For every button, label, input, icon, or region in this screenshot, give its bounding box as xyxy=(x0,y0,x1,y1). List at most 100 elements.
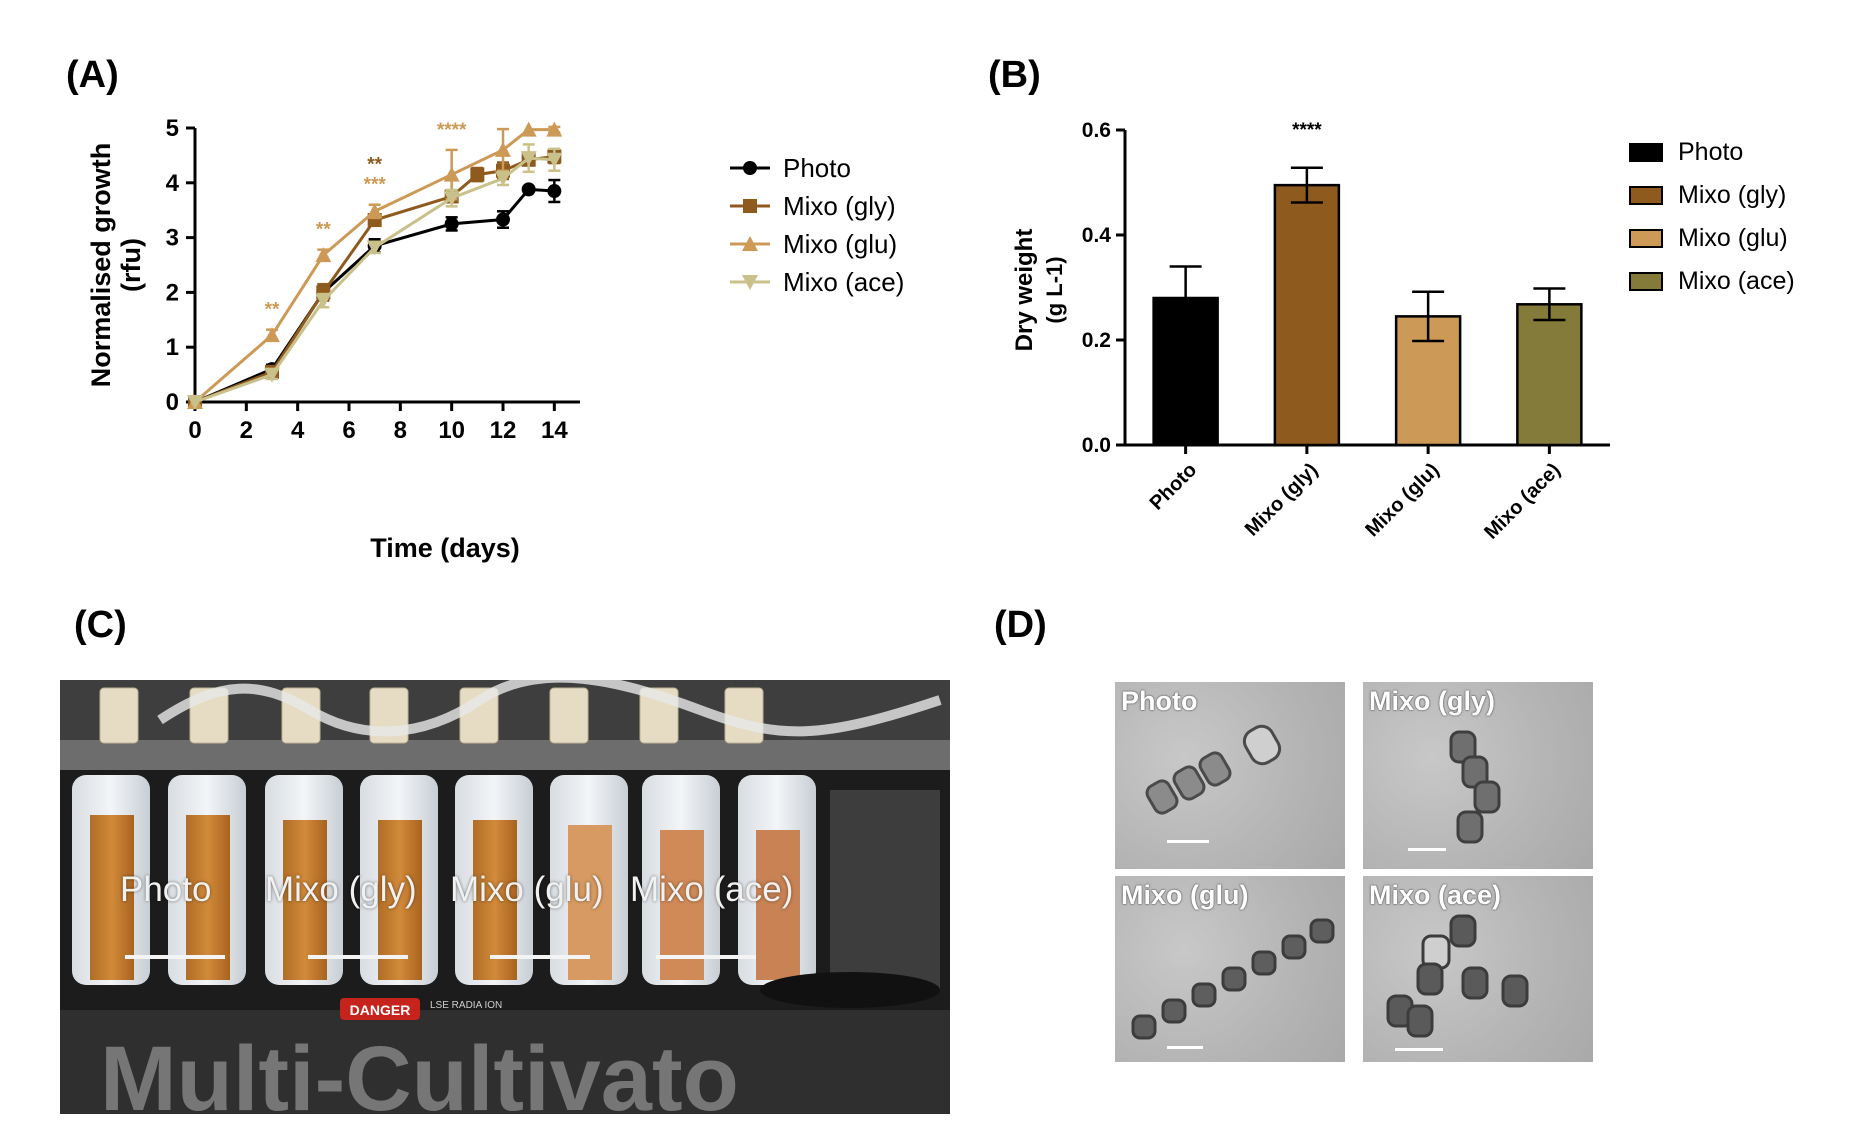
micrograph-label-photo: Photo xyxy=(1121,686,1198,716)
micrograph-photo: Photo xyxy=(1115,682,1345,869)
growth-y-tick-label: 0 xyxy=(166,389,179,416)
growth-data-point xyxy=(470,167,485,182)
dry-weight-legend-label: Mixo (ace) xyxy=(1678,267,1795,295)
growth-x-tick-label: 2 xyxy=(240,417,253,444)
growth-ylabel-line: Normalised growth xyxy=(86,143,116,388)
growth-significance-label: ** xyxy=(444,110,459,121)
micrograph-glu: Mixo (glu) xyxy=(1115,876,1345,1062)
micrograph-scalebar-glu xyxy=(1167,1046,1203,1049)
growth-data-point xyxy=(315,293,332,309)
growth-legend-label: Mixo (ace) xyxy=(783,267,904,297)
growth-data-point xyxy=(521,182,536,197)
dry-weight-legend-swatch xyxy=(1629,186,1663,205)
dry-weight-ylabel-unit: (g L-1) xyxy=(1042,256,1067,323)
growth-data-point xyxy=(366,240,383,256)
growth-ylabel-line: (rfu) xyxy=(116,238,146,292)
dry-weight-legend-swatch xyxy=(1629,143,1663,162)
growth-chart-legend: Photo Mixo (gly) Mixo (glu) Mixo (ace) xyxy=(730,153,904,297)
dry-weight-significance-label: **** xyxy=(1292,120,1322,141)
growth-x-tick-label: 10 xyxy=(438,417,465,444)
growth-data-point xyxy=(444,216,459,231)
dry-weight-x-tick-label: Mixo (gly) xyxy=(1241,459,1323,541)
dry-weight-bar xyxy=(1273,183,1341,447)
growth-y-tick-label: 2 xyxy=(166,279,179,306)
panel-label-d: (D) xyxy=(994,604,1047,646)
growth-x-tick-label: 12 xyxy=(490,417,517,444)
growth-x-tick-label: 14 xyxy=(541,417,568,444)
growth-y-tick-label: 4 xyxy=(166,170,180,197)
tube-label-photo: Photo xyxy=(120,870,212,909)
growth-legend-marker xyxy=(743,161,757,175)
growth-data-point xyxy=(264,367,280,383)
cultivator-watermark: Multi-Cultivato xyxy=(100,1028,739,1114)
growth-legend-marker xyxy=(743,199,757,213)
dry-weight-legend: Photo Mixo (gly) Mixo (glu) Mixo (ace) xyxy=(1629,138,1795,295)
danger-small-print: LSE RADIA ION xyxy=(430,1000,502,1011)
growth-x-tick-label: 6 xyxy=(342,417,355,444)
growth-data-point xyxy=(546,152,563,168)
growth-data-point xyxy=(496,212,510,227)
micrograph-label-gly: Mixo (gly) xyxy=(1369,686,1495,716)
dry-weight-bars: **** xyxy=(1152,120,1583,447)
growth-y-tick-label: 3 xyxy=(166,225,179,252)
growth-series-line xyxy=(194,156,555,404)
dry-weight-x-tick-label: Mixo (glu) xyxy=(1361,459,1443,541)
growth-data-point xyxy=(187,395,203,410)
growth-data-point xyxy=(366,203,383,219)
growth-significance-label: ** xyxy=(367,155,382,176)
growth-data-point xyxy=(547,184,562,199)
micrograph-scalebar-photo xyxy=(1167,840,1209,843)
growth-legend-label: Mixo (gly) xyxy=(783,191,896,221)
growth-data-point xyxy=(520,151,537,167)
growth-legend-label: Mixo (glu) xyxy=(783,229,897,259)
growth-significance-label: ** xyxy=(316,220,331,241)
dry-weight-legend-label: Mixo (glu) xyxy=(1678,224,1788,252)
micrograph-ace: Mixo (ace) xyxy=(1363,876,1593,1062)
tube-scale-bar-3 xyxy=(490,955,590,959)
panel-label-a: (A) xyxy=(66,54,119,96)
growth-data-point xyxy=(495,141,511,157)
dry-weight-legend-label: Photo xyxy=(1678,138,1743,166)
tube-label-gly: Mixo (gly) xyxy=(265,870,417,909)
growth-y-tick-label: 5 xyxy=(166,115,179,142)
growth-chart-series xyxy=(187,121,563,410)
growth-data-point xyxy=(315,247,332,263)
growth-y-tick-label: 1 xyxy=(166,334,179,361)
growth-x-tick-label: 0 xyxy=(188,417,201,444)
growth-chart-annotations: ********************** xyxy=(265,110,570,321)
growth-data-point xyxy=(264,327,280,343)
tube-scale-bar-4 xyxy=(656,955,756,959)
dry-weight-bar-chart: 0.0 0.2 0.4 0.6 Photo Mixo (gly) Mixo (glu) Mix… xyxy=(1011,119,1795,544)
dry-weight-legend-swatch xyxy=(1629,229,1663,248)
growth-data-point xyxy=(546,121,563,137)
dry-weight-x-tick-label: Mixo (ace) xyxy=(1480,459,1565,544)
micrograph-gly: Mixo (gly) xyxy=(1363,682,1593,869)
tube-scale-bar-1 xyxy=(125,955,225,959)
growth-data-point xyxy=(443,166,460,182)
growth-x-tick-label: 8 xyxy=(394,417,407,444)
tube-label-ace: Mixo (ace) xyxy=(630,870,794,909)
growth-significance-label: **** xyxy=(540,110,570,118)
dry-weight-legend-swatch xyxy=(1629,272,1663,291)
tube-scale-bar-2 xyxy=(308,955,408,959)
growth-data-point xyxy=(520,121,537,137)
micrograph-scalebar-gly xyxy=(1408,848,1446,851)
dry-weight-bar xyxy=(1516,303,1583,447)
dry-weight-legend-label: Mixo (gly) xyxy=(1678,181,1786,209)
growth-data-point xyxy=(443,191,460,207)
dry-weight-y-tick-label: 0.6 xyxy=(1082,119,1111,142)
growth-legend-label: Photo xyxy=(783,153,851,183)
dry-weight-x-tick-label: Photo xyxy=(1146,459,1202,515)
danger-sign: DANGER xyxy=(350,1002,411,1018)
growth-significance-label: **** xyxy=(437,120,467,141)
growth-chart-xlabel: Time (days) xyxy=(370,533,520,563)
panel-label-c: (C) xyxy=(74,604,127,646)
micrograph-scalebar-ace xyxy=(1395,1048,1443,1051)
growth-chart-ylabel: Normalised growth(rfu) xyxy=(86,143,146,388)
dry-weight-y-tick-label: 0.2 xyxy=(1082,329,1111,352)
dry-weight-y-tick-label: 0.0 xyxy=(1082,434,1111,457)
micrograph-label-glu: Mixo (glu) xyxy=(1121,880,1249,910)
dry-weight-y-tick-label: 0.4 xyxy=(1082,224,1112,247)
